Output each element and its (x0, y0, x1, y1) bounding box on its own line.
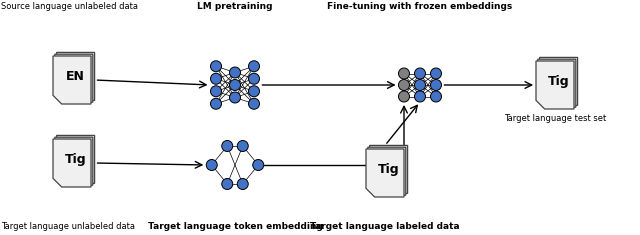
Text: Target language token embedding: Target language token embedding (148, 222, 323, 231)
Polygon shape (53, 56, 91, 104)
Text: Tig: Tig (65, 153, 86, 166)
Circle shape (221, 179, 233, 189)
Polygon shape (366, 149, 404, 197)
Text: Target language test set: Target language test set (504, 114, 606, 123)
Circle shape (399, 68, 410, 79)
Polygon shape (55, 137, 93, 185)
Text: Target language labeled data: Target language labeled data (310, 222, 460, 231)
Circle shape (211, 86, 221, 97)
Circle shape (415, 79, 426, 90)
Circle shape (415, 91, 426, 102)
Polygon shape (540, 57, 577, 106)
Polygon shape (370, 145, 408, 193)
Text: Target language unlabeled data: Target language unlabeled data (1, 222, 135, 231)
Polygon shape (55, 54, 93, 102)
Text: Tig: Tig (548, 75, 570, 88)
Circle shape (206, 160, 217, 171)
Polygon shape (53, 139, 91, 187)
Circle shape (431, 79, 442, 90)
Text: Fine-tuning with frozen embeddings: Fine-tuning with frozen embeddings (328, 2, 513, 11)
Circle shape (431, 68, 442, 79)
Circle shape (230, 67, 241, 78)
Polygon shape (368, 147, 406, 195)
Text: Tig: Tig (378, 163, 399, 176)
Circle shape (399, 79, 410, 90)
Circle shape (230, 79, 241, 90)
Circle shape (248, 86, 259, 97)
Polygon shape (536, 61, 574, 109)
Circle shape (211, 98, 221, 109)
Circle shape (399, 91, 410, 102)
Circle shape (211, 73, 221, 84)
Circle shape (211, 61, 221, 72)
Circle shape (230, 92, 241, 103)
Circle shape (248, 73, 259, 84)
Text: Source language unlabeled data: Source language unlabeled data (1, 2, 138, 11)
Circle shape (415, 68, 426, 79)
Circle shape (253, 160, 264, 171)
Circle shape (248, 61, 259, 72)
Polygon shape (56, 52, 95, 100)
Circle shape (237, 179, 248, 189)
Circle shape (237, 141, 248, 152)
Text: LM pretraining: LM pretraining (197, 2, 273, 11)
Circle shape (248, 98, 259, 109)
Polygon shape (538, 59, 576, 107)
Circle shape (431, 91, 442, 102)
Text: EN: EN (66, 70, 85, 83)
Polygon shape (56, 135, 95, 183)
Circle shape (221, 141, 233, 152)
